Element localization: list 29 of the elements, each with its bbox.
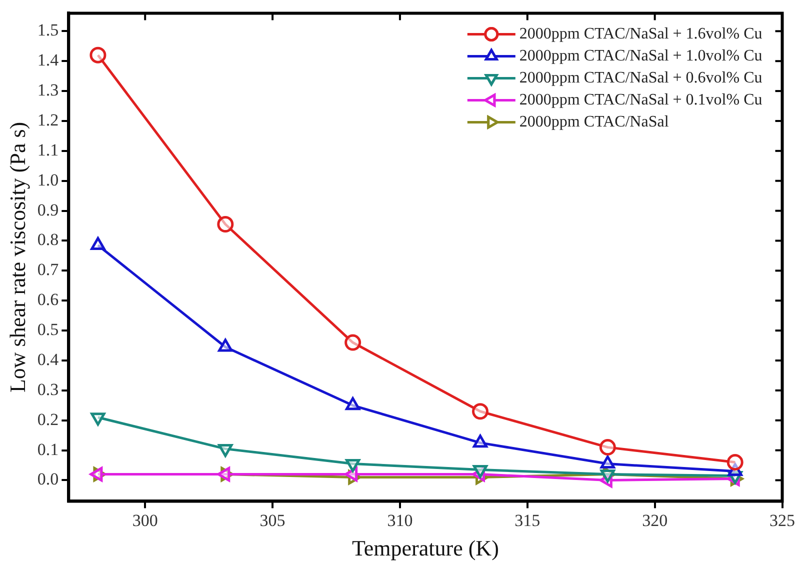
y-tick-label: 0.6 xyxy=(37,290,59,310)
x-tick-label: 320 xyxy=(642,510,668,530)
x-tick-label: 310 xyxy=(387,510,413,530)
x-axis-title: Temperature (K) xyxy=(352,536,499,561)
y-tick-label: 0.7 xyxy=(37,260,60,280)
x-tick-label: 305 xyxy=(260,510,286,530)
legend-label: 2000ppm CTAC/NaSal xyxy=(519,113,670,130)
x-tick-label: 315 xyxy=(514,510,540,530)
y-tick-label: 1.0 xyxy=(37,170,59,190)
y-tick-label: 1.4 xyxy=(37,50,60,70)
y-tick-label: 0.1 xyxy=(37,440,59,459)
legend-label: 2000ppm CTAC/NaSal + 1.0vol% Cu xyxy=(519,47,762,64)
y-tick-label: 0.2 xyxy=(37,410,59,429)
y-tick-label: 1.2 xyxy=(37,110,59,130)
y-tick-label: 0.9 xyxy=(37,200,59,220)
y-tick-label: 1.1 xyxy=(37,140,59,160)
legend-label: 2000ppm CTAC/NaSal + 0.1vol% Cu xyxy=(519,91,762,108)
y-tick-label: 0.5 xyxy=(37,320,59,340)
x-tick-label: 300 xyxy=(132,510,158,530)
y-tick-label: 0.3 xyxy=(37,380,59,399)
y-tick-label: 0.0 xyxy=(37,470,59,489)
y-tick-label: 0.8 xyxy=(37,230,59,250)
legend-label: 2000ppm CTAC/NaSal + 0.6vol% Cu xyxy=(519,69,762,86)
x-tick-label: 325 xyxy=(770,510,795,530)
y-tick-label: 0.4 xyxy=(37,350,60,369)
y-tick-label: 1.3 xyxy=(37,80,59,100)
y-tick-label: 1.5 xyxy=(37,20,59,40)
legend-label: 2000ppm CTAC/NaSal + 1.6vol% Cu xyxy=(519,25,762,42)
y-axis-title: Low shear rate viscosity (Pa s) xyxy=(4,122,30,393)
